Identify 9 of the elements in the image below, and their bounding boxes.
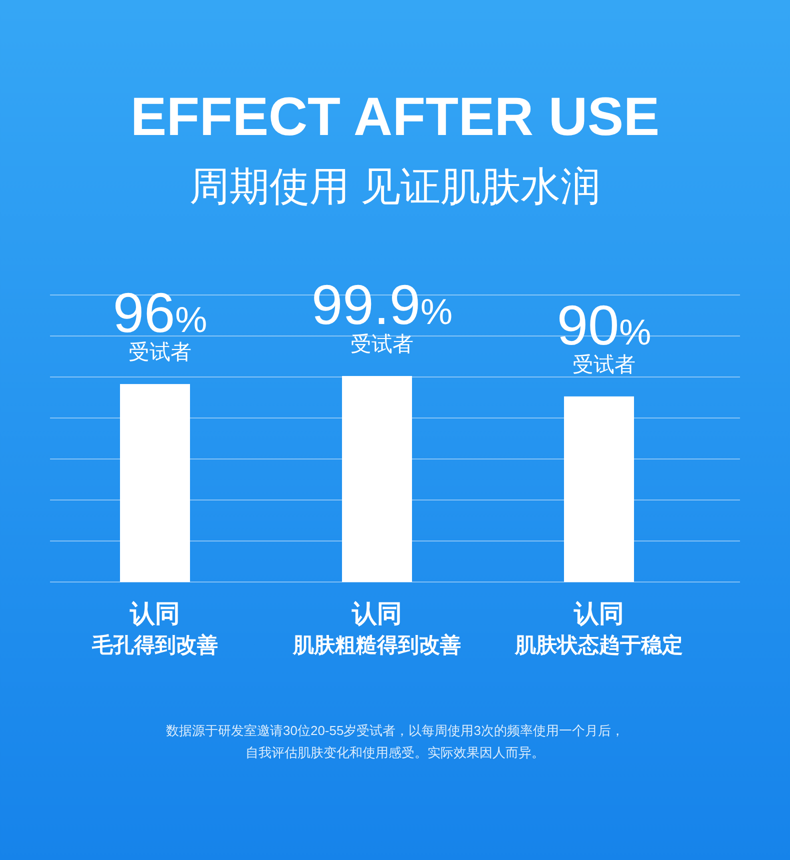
chart-title: EFFECT AFTER USE xyxy=(130,87,660,147)
text: 数据源于研发室邀请30位20-55岁受试者，以每周使用3次的频率使用一个月后， xyxy=(166,723,624,738)
x-tick-label: 认同肌肤状态趋于稳定 xyxy=(514,600,683,657)
text: 自我评估肌肤变化和使用感受。实际效果因人而异。 xyxy=(246,745,544,760)
chart-subtitle: 周期使用 见证肌肤水润 xyxy=(189,165,601,209)
annotation: 受试者 xyxy=(572,353,636,376)
x-tick-label: 认同毛孔得到改善 xyxy=(91,600,218,657)
annotation: 受试者 xyxy=(350,333,414,356)
x-tick-label: 认同肌肤粗糙得到改善 xyxy=(292,600,461,657)
